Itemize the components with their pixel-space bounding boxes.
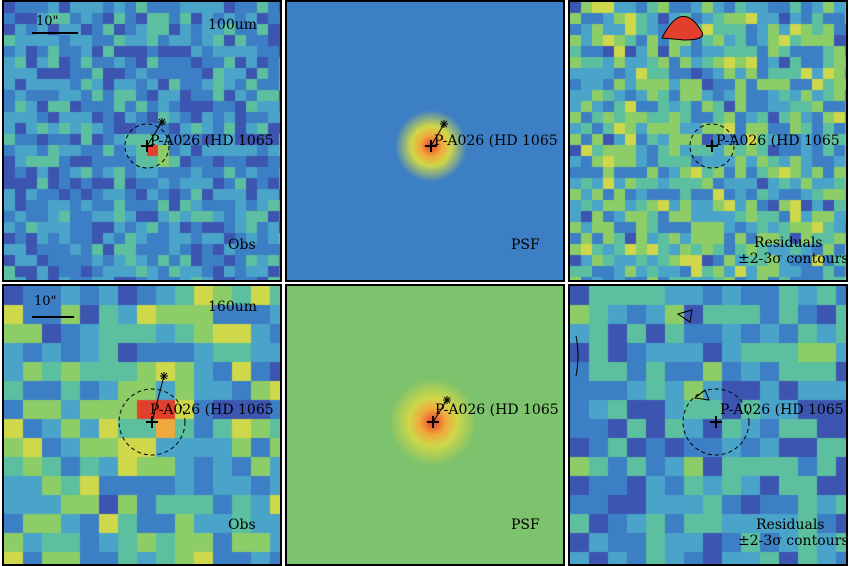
scale-label: 10" — [36, 14, 59, 29]
scale-label: 10" — [34, 294, 57, 309]
residual-map — [570, 286, 846, 564]
panel-label: Residuals — [754, 235, 823, 251]
contour-label: ±2-3σ contours — [738, 533, 848, 549]
residual-contour — [676, 309, 693, 323]
proper-motion-line — [146, 121, 163, 147]
overlay — [32, 32, 170, 169]
residual-map — [570, 2, 846, 280]
source-cross — [706, 140, 718, 152]
panel-label: Residuals — [756, 517, 825, 533]
star-marker — [443, 396, 451, 404]
overlay — [661, 15, 735, 169]
source-label: P-A026 (HD 1065 — [150, 402, 274, 418]
noise-map — [4, 2, 280, 280]
panel-100um-residuals: P-A026 (HD 1065 Residuals ±2-3σ contours — [568, 0, 848, 282]
aperture-circle — [689, 123, 735, 169]
panel-100um-psf: P-A026 (HD 1065 PSF — [285, 0, 565, 282]
overlay — [425, 120, 448, 152]
panel-100um-obs: 10" 100um P-A026 (HD 1065 Obs — [2, 0, 282, 282]
source-cross — [710, 416, 722, 428]
panel-label: Obs — [228, 517, 256, 533]
source-label: P-A026 (HD 1065 — [435, 402, 559, 418]
psf-map — [287, 2, 563, 280]
residual-contour — [693, 389, 710, 401]
star-marker — [160, 372, 168, 380]
source-label: P-A026 (HD 1065 — [150, 133, 274, 149]
panel-160um-psf: P-A026 (HD 1065 PSF — [285, 284, 565, 566]
star-marker — [440, 120, 448, 128]
psf-map — [287, 286, 563, 564]
band-label: 160um — [208, 299, 258, 315]
panel-160um-residuals: P-A026 (HD 1065 Residuals ±2-3σ contours — [568, 284, 848, 566]
proper-motion-line — [430, 123, 445, 147]
band-label: 100um — [208, 17, 258, 33]
residual-contour — [575, 335, 579, 377]
overlay — [32, 316, 186, 456]
source-label: P-A026 (HD 1065 — [434, 133, 558, 149]
panel-label: PSF — [511, 517, 540, 533]
proper-motion-line — [151, 375, 165, 423]
panel-label: Obs — [228, 237, 256, 253]
proper-motion-line — [432, 399, 448, 423]
residual-hotspot — [661, 15, 704, 41]
aperture-circle — [682, 388, 750, 456]
source-label: P-A026 (HD 1065 — [720, 402, 844, 418]
contour-label: ±2-3σ contours — [738, 251, 848, 267]
overlay — [575, 309, 750, 456]
aperture-circle — [124, 123, 170, 169]
source-label: P-A026 (HD 1065 — [716, 133, 840, 149]
star-marker — [158, 118, 166, 126]
aperture-circle — [118, 388, 186, 456]
overlay — [427, 396, 451, 428]
panel-label: PSF — [511, 237, 540, 253]
noise-map — [4, 286, 280, 564]
panel-160um-obs: 10" 160um P-A026 (HD 1065 Obs — [2, 284, 282, 566]
